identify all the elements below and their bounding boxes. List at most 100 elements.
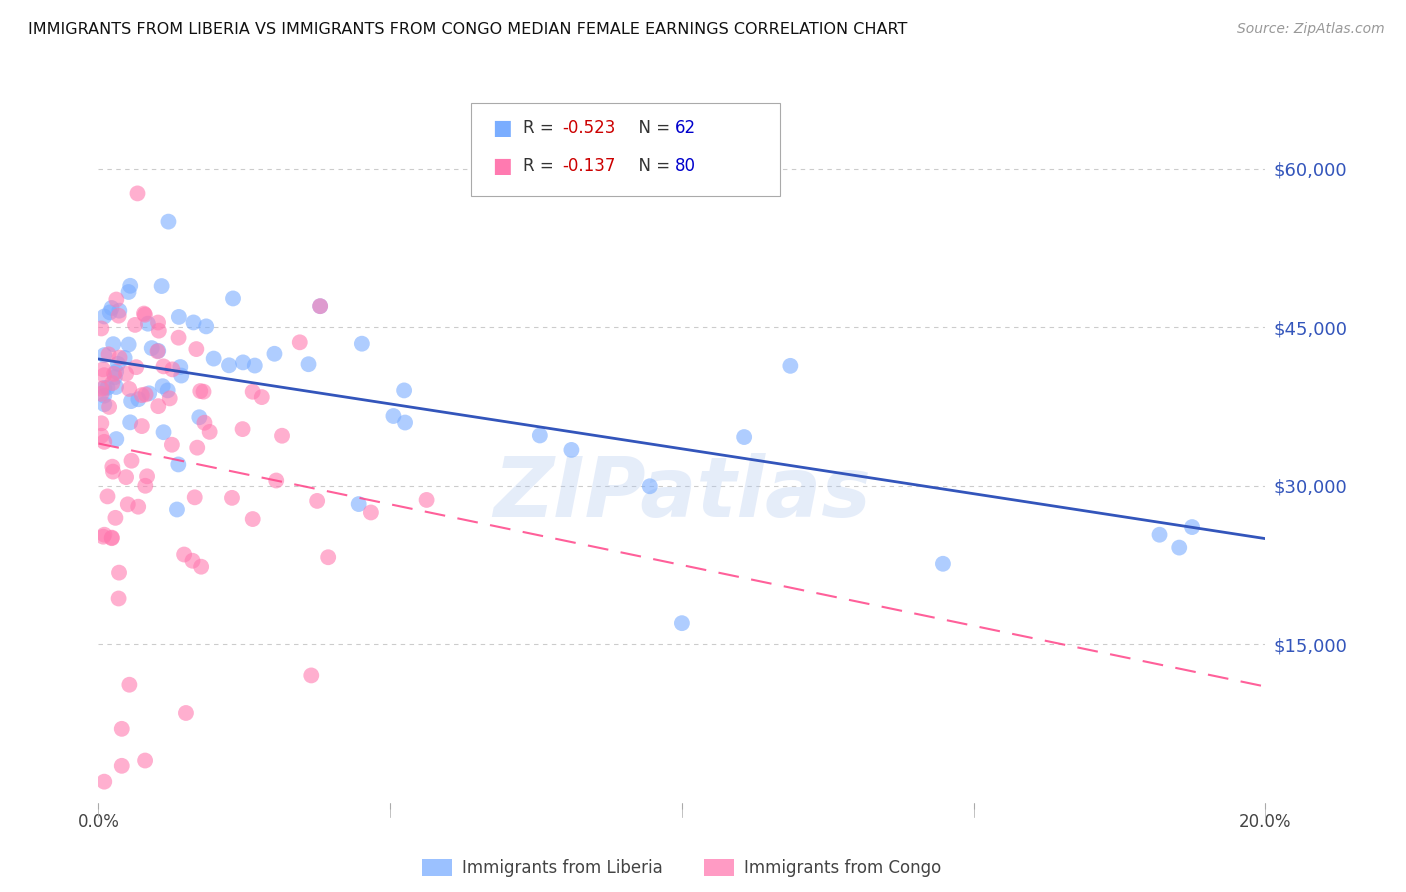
Point [264,474,287,488]
Point [93,389,115,403]
Point [90,321,112,335]
Point [104,370,127,384]
Point [157,214,180,228]
Point [186,441,208,455]
Point [156,384,179,398]
Text: IMMIGRANTS FROM LIBERIA VS IMMIGRANTS FROM CONGO MEDIAN FEMALE EARNINGS CORRELAT: IMMIGRANTS FROM LIBERIA VS IMMIGRANTS FR… [28,22,907,37]
Point [188,384,211,398]
Point [134,754,156,768]
Point [135,387,157,401]
Point [222,292,245,306]
Point [316,550,339,565]
Point [221,491,243,505]
Point [170,368,193,383]
Text: ■: ■ [492,119,512,138]
Point [347,497,370,511]
Point [132,307,155,321]
Point [127,500,149,514]
Point [97,347,120,361]
Point [638,479,661,493]
Point [111,722,134,736]
Point [120,394,142,409]
Point [242,512,264,526]
Text: -0.137: -0.137 [562,157,616,175]
Point [232,422,254,436]
Point [141,341,163,355]
Point [101,531,124,545]
Point [166,502,188,516]
Point [104,511,127,525]
Point [202,351,225,366]
Point [150,279,173,293]
Point [93,381,115,395]
Point [167,310,190,324]
Point [93,348,115,362]
Point [309,299,332,313]
Point [134,479,156,493]
Point [127,186,149,201]
Point [107,357,129,371]
Point [174,706,197,720]
Point [93,310,115,324]
Point [104,380,127,394]
Point [103,337,125,351]
Point [188,410,211,425]
Point [152,359,174,374]
Point [121,453,143,467]
Point [360,506,382,520]
Point [148,399,170,413]
Point [91,362,114,376]
Point [100,301,122,315]
Point [193,416,215,430]
Point [93,368,115,383]
Point [183,315,205,329]
Text: R =: R = [523,120,560,137]
Point [1149,527,1171,541]
Point [146,344,169,359]
Point [107,309,129,323]
Point [101,459,124,474]
Point [195,319,218,334]
Point [120,278,142,293]
Point [117,285,139,299]
Point [1181,520,1204,534]
Point [162,362,184,376]
Point [186,342,208,356]
Point [152,379,174,393]
Text: 80: 80 [675,157,696,175]
Point [115,470,138,484]
Point [90,417,112,431]
Text: R =: R = [523,157,560,175]
Point [98,400,121,414]
Point [118,382,141,396]
Point [160,438,183,452]
Point [394,416,416,430]
Point [167,331,190,345]
Point [198,425,221,439]
Point [288,335,311,350]
Point [243,359,266,373]
Point [105,293,128,307]
Y-axis label: Median Female Earnings: Median Female Earnings [0,358,8,561]
Point [103,367,125,381]
Point [218,359,240,373]
Text: N =: N = [628,120,676,137]
Point [297,357,319,371]
Text: N =: N = [628,157,676,175]
Point [127,392,149,407]
Text: -0.523: -0.523 [562,120,616,137]
Point [148,343,170,358]
Point [107,591,129,606]
Text: ■: ■ [492,156,512,176]
Point [350,336,373,351]
Point [90,382,112,396]
Point [146,316,169,330]
Point [136,469,159,483]
Point [299,668,322,682]
Point [148,324,170,338]
Text: ZIPatlas: ZIPatlas [494,453,870,534]
Point [159,392,181,406]
Point [96,489,118,503]
Point [134,308,156,322]
Point [124,318,146,332]
